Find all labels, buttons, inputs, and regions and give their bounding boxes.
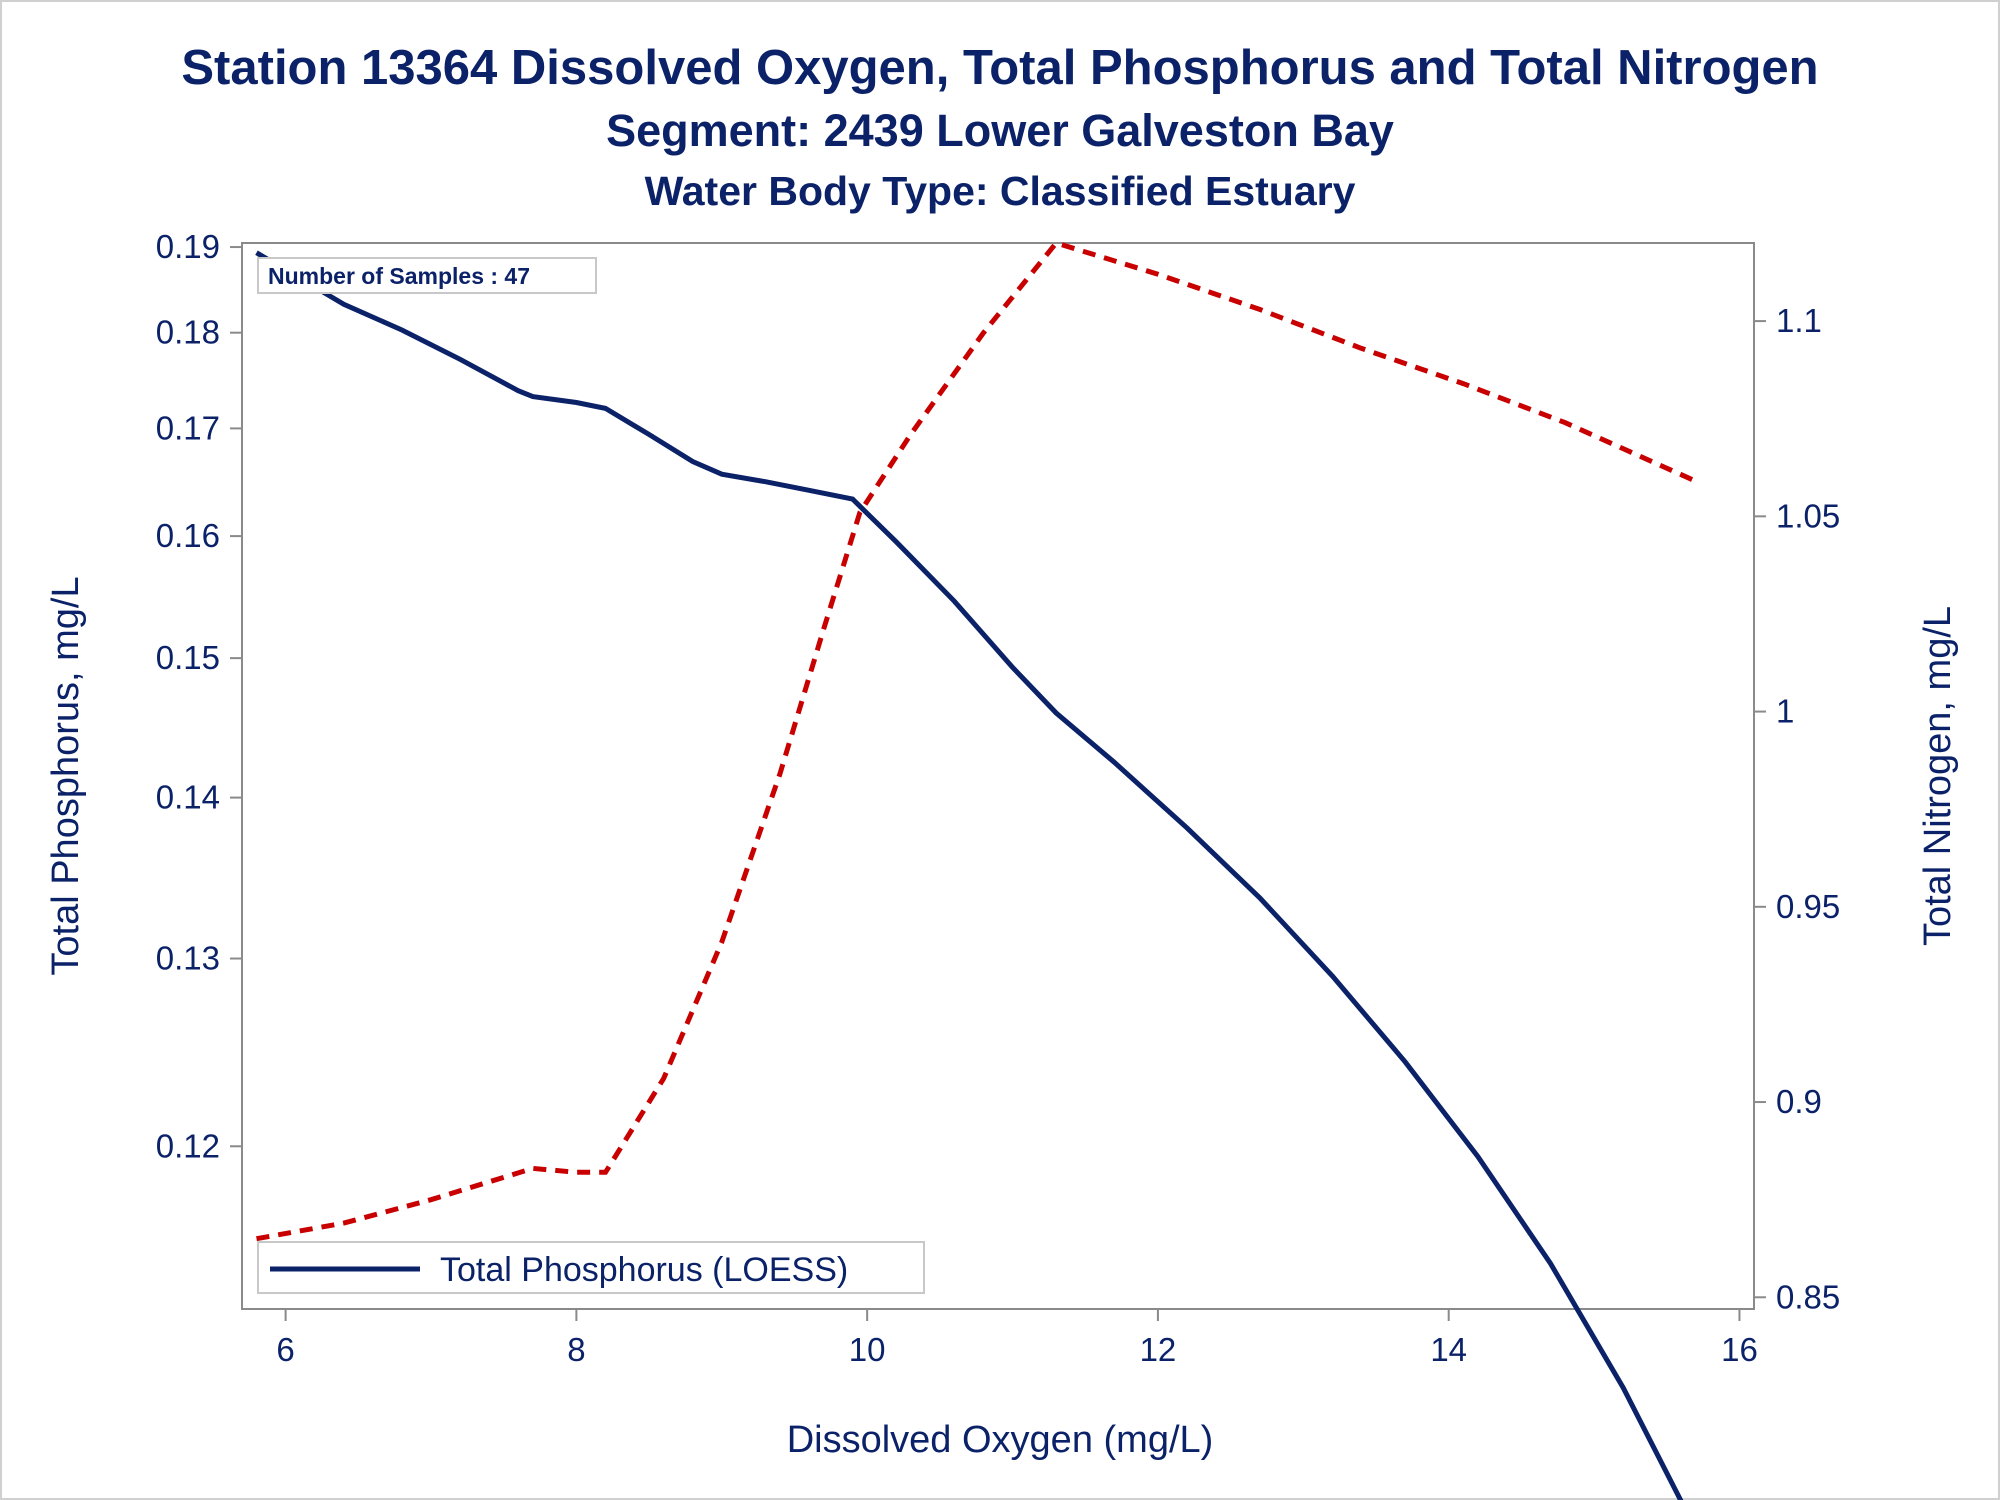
left-y-tick-label: 0.13: [156, 940, 220, 977]
left-y-tick-label: 0.14: [156, 779, 220, 816]
right-y-tick-label: 0.95: [1776, 888, 1840, 925]
plot-area: [241, 242, 1755, 1310]
x-axis: 6 8 10 12 14 16: [276, 1309, 1758, 1368]
chart-title: Station 13364 Dissolved Oxygen, Total Ph…: [181, 41, 1818, 95]
x-tick-label: 16: [1721, 1331, 1758, 1368]
sample-count-box: [257, 257, 597, 294]
right-y-tick-label: 1.1: [1776, 302, 1822, 339]
left-y-tick-label: 0.19: [156, 228, 220, 265]
series-line-total-phosphorus: [255, 250, 1684, 1500]
left-y-axis-label: Total Phosphorus, mg/L: [45, 576, 87, 975]
right-y-tick-label: 1.05: [1776, 497, 1840, 534]
left-y-tick-label: 0.16: [156, 517, 220, 554]
sample-count-text: Number of Samples : 47: [268, 263, 530, 289]
x-axis-label: Dissolved Oxygen (mg/L): [787, 1419, 1214, 1461]
x-tick-label: 8: [567, 1331, 585, 1368]
right-y-tick-label: 0.85: [1776, 1278, 1840, 1315]
chart-subtitle-2: Water Body Type: Classified Estuary: [645, 168, 1356, 214]
x-tick-label: 14: [1430, 1331, 1467, 1368]
right-y-tick-label: 0.9: [1776, 1083, 1822, 1120]
left-y-tick-label: 0.12: [156, 1127, 220, 1164]
right-y-tick-label: 1: [1776, 693, 1794, 730]
left-y-tick-label: 0.18: [156, 314, 220, 351]
series-line-total-nitrogen: [256, 240, 1697, 1242]
left-y-tick-label: 0.17: [156, 409, 220, 446]
chart-subtitle: Segment: 2439 Lower Galveston Bay: [606, 105, 1394, 156]
right-y-axis: 0.85 0.9 0.95 1 1.05 1.1: [1754, 302, 1840, 1315]
x-tick-label: 10: [849, 1331, 886, 1368]
right-y-axis-label: Total Nitrogen, mg/L: [1917, 606, 1959, 946]
legend-label-total-phosphorus: Total Phosphorus (LOESS): [440, 1251, 848, 1289]
left-y-tick-label: 0.15: [156, 639, 220, 676]
x-tick-label: 6: [276, 1331, 294, 1368]
x-tick-label: 12: [1140, 1331, 1177, 1368]
left-y-axis: 0.12 0.13 0.14 0.15 0.16 0.17 0.18 0.19: [156, 228, 242, 1164]
